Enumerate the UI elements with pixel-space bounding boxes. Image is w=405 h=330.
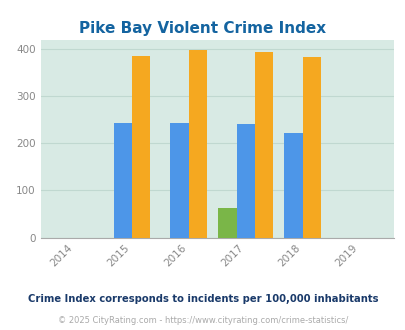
Bar <box>254 52 273 238</box>
Text: © 2025 CityRating.com - https://www.cityrating.com/crime-statistics/: © 2025 CityRating.com - https://www.city… <box>58 315 347 325</box>
Bar <box>302 57 320 238</box>
Bar <box>188 50 207 238</box>
Bar <box>132 56 149 238</box>
Bar <box>284 133 302 238</box>
Bar <box>236 123 254 238</box>
Bar <box>218 208 236 238</box>
Text: Crime Index corresponds to incidents per 100,000 inhabitants: Crime Index corresponds to incidents per… <box>28 294 377 304</box>
Bar <box>113 122 132 238</box>
Text: Pike Bay Violent Crime Index: Pike Bay Violent Crime Index <box>79 21 326 36</box>
Bar <box>170 122 188 238</box>
